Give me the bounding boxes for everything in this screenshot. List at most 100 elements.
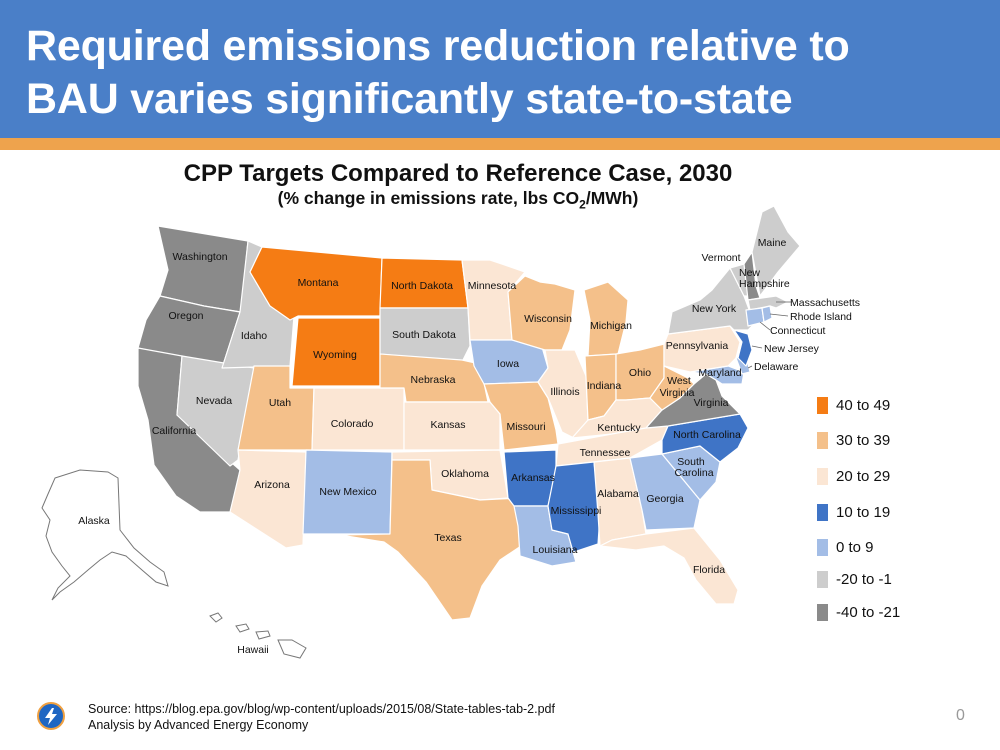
label-mississippi: Mississippi — [551, 505, 602, 517]
legend-item-20-29: 20 to 29 — [817, 467, 890, 485]
label-missouri: Missouri — [506, 421, 545, 433]
aee-logo-icon — [37, 702, 65, 730]
legend-item-neg20-neg1: -20 to -1 — [817, 570, 892, 588]
label-iowa: Iowa — [497, 358, 519, 370]
label-hawaii: Hawaii — [237, 644, 269, 656]
label-minnesota: Minnesota — [468, 280, 517, 292]
legend-item-30-39: 30 to 39 — [817, 431, 890, 449]
label-oklahoma: Oklahoma — [441, 468, 489, 480]
label-florida: Florida — [693, 564, 725, 576]
label-georgia: Georgia — [646, 493, 684, 505]
label-massachusetts: Massachusetts — [790, 297, 860, 309]
label-virginia: Virginia — [694, 397, 729, 409]
map-title: CPP Targets Compared to Reference Case, … — [183, 160, 733, 187]
label-wyoming: Wyoming — [313, 349, 357, 361]
state-florida — [599, 527, 739, 605]
state-new-hampshire — [743, 251, 761, 301]
state-new-jersey — [733, 329, 753, 367]
label-alaska: Alaska — [78, 515, 110, 527]
label-west-virginia-line1: West — [667, 375, 691, 387]
label-kentucky: Kentucky — [597, 422, 641, 434]
legend-item-neg40-neg21: -40 to -21 — [817, 603, 900, 621]
legend-swatch — [817, 538, 828, 556]
label-arkansas: Arkansas — [511, 472, 555, 484]
label-pennsylvania: Pennsylvania — [666, 340, 729, 352]
legend-label: 40 to 49 — [836, 396, 891, 414]
label-new-mexico: New Mexico — [319, 486, 376, 498]
label-west-virginia-line2: Virginia — [660, 387, 695, 399]
label-ohio: Ohio — [629, 367, 651, 379]
state-hawaii-1 — [209, 612, 223, 623]
legend-label: 20 to 29 — [836, 467, 891, 485]
label-nevada: Nevada — [196, 395, 232, 407]
legend-swatch — [817, 603, 828, 621]
title-banner: Required emissions reduction relative to… — [0, 0, 1000, 138]
label-connecticut: Connecticut — [770, 325, 826, 337]
state-west-virginia — [649, 365, 695, 411]
legend-item-40-49: 40 to 49 — [817, 396, 890, 414]
legend-label: 10 to 19 — [836, 503, 891, 521]
label-vermont: Vermont — [701, 252, 740, 264]
label-south-carolina-line2: Carolina — [674, 467, 713, 479]
state-maryland — [689, 365, 745, 385]
label-tennessee: Tennessee — [580, 447, 631, 459]
label-alabama: Alabama — [597, 488, 639, 500]
page-number: 0 — [956, 707, 965, 724]
legend-item-0-9: 0 to 9 — [817, 538, 874, 556]
label-north-dakota: North Dakota — [391, 280, 453, 292]
legend-item-10-19: 10 to 19 — [817, 503, 890, 521]
state-texas — [339, 459, 525, 621]
analysis-credit: Analysis by Advanced Energy Economy — [88, 718, 309, 732]
label-delaware: Delaware — [754, 361, 799, 373]
label-washington: Washington — [172, 251, 227, 263]
state-hawaii-4 — [277, 639, 307, 659]
state-north-carolina — [661, 413, 749, 463]
label-wisconsin: Wisconsin — [524, 313, 572, 325]
state-new-york — [667, 267, 761, 335]
accent-stripe — [0, 138, 1000, 150]
state-rhode-island — [761, 305, 773, 323]
label-utah: Utah — [269, 397, 291, 409]
label-kansas: Kansas — [430, 419, 465, 431]
map-subtitle-subscript: 2 — [579, 197, 586, 212]
state-wisconsin — [507, 275, 576, 351]
legend-label: 0 to 9 — [836, 538, 874, 556]
legend-swatch — [817, 570, 828, 588]
state-arizona — [229, 449, 307, 549]
label-montana: Montana — [298, 277, 339, 289]
legend-swatch — [817, 396, 828, 414]
label-oregon: Oregon — [168, 310, 203, 322]
source-citation: Source: https://blog.epa.gov/blog/wp-con… — [88, 702, 555, 716]
label-texas: Texas — [434, 532, 461, 544]
lightning-bolt-icon — [45, 708, 57, 725]
label-indiana: Indiana — [587, 380, 622, 392]
label-south-carolina-line1: South — [677, 456, 705, 468]
slide-title-line-2: BAU varies significantly state-to-state — [26, 75, 793, 123]
label-idaho: Idaho — [241, 330, 267, 342]
label-california: California — [152, 425, 197, 437]
label-arizona: Arizona — [254, 479, 290, 491]
state-hawaii-3 — [255, 630, 271, 640]
legend-swatch — [817, 503, 828, 521]
legend-label: -40 to -21 — [836, 603, 901, 621]
legend-label: 30 to 39 — [836, 431, 891, 449]
label-new-jersey: New Jersey — [764, 343, 820, 355]
legend-label: -20 to -1 — [836, 570, 892, 588]
label-north-carolina: North Carolina — [673, 429, 741, 441]
leader-lines — [747, 301, 792, 369]
state-kansas — [403, 401, 501, 451]
map-subtitle-text: (% change in emissions rate, lbs CO — [277, 188, 580, 208]
label-nebraska: Nebraska — [411, 374, 456, 386]
legend-swatch — [817, 431, 828, 449]
label-south-dakota: South Dakota — [392, 329, 456, 341]
slide-title-line-1: Required emissions reduction relative to — [26, 22, 850, 70]
legend-swatch — [817, 467, 828, 485]
map-subtitle: (% change in emissions rate, lbs CO2/MWh… — [0, 188, 916, 212]
state-maine — [751, 205, 801, 297]
map-subtitle-unit: /MWh) — [585, 188, 639, 208]
state-hawaii-2 — [235, 623, 250, 633]
label-michigan: Michigan — [590, 320, 632, 332]
label-maine: Maine — [758, 237, 787, 249]
state-illinois — [537, 349, 589, 439]
